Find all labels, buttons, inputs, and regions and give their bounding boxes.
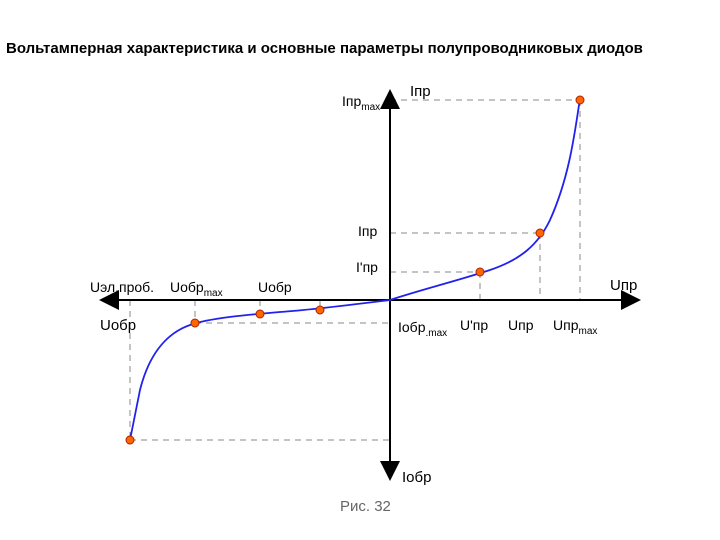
- marker-uobr2: [256, 310, 264, 318]
- point-label: Iобр.max: [398, 319, 447, 339]
- iv-curve: [130, 98, 580, 440]
- point-label: U'пр: [460, 317, 488, 333]
- point-label: I'пр: [356, 259, 378, 275]
- axis-label: Iпр: [410, 83, 431, 100]
- point-label: Uобр: [258, 279, 292, 295]
- marker-uobr3: [191, 319, 199, 327]
- axis-label: Uпр: [610, 277, 637, 294]
- point-label: Uобрmax: [170, 279, 223, 299]
- point-label: Iпрmax: [342, 93, 380, 113]
- marker-ipr_max: [576, 96, 584, 104]
- point-label: Uпрmax: [553, 317, 597, 337]
- iv-curve-chart: Iпр Uпр Uобр Iобр Iпрmax Iпр I'пр Uэл.проб. Uобр…: [90, 80, 650, 490]
- page: { "title": { "text": "Вольтамперная хара…: [0, 0, 720, 540]
- marker-ipr_prime: [476, 268, 484, 276]
- marker-ipr: [536, 229, 544, 237]
- point-label: Uпр: [508, 317, 534, 333]
- marker-iobr_max: [126, 436, 134, 444]
- page-title: Вольтамперная характеристика и основные …: [6, 40, 643, 57]
- marker-uobr1: [316, 306, 324, 314]
- axis-label: Iобр: [402, 469, 431, 486]
- point-label: Uэл.проб.: [90, 279, 154, 295]
- point-label: Iпр: [358, 223, 377, 239]
- axis-label: Uобр: [100, 317, 136, 334]
- figure-caption: Рис. 32: [340, 498, 391, 515]
